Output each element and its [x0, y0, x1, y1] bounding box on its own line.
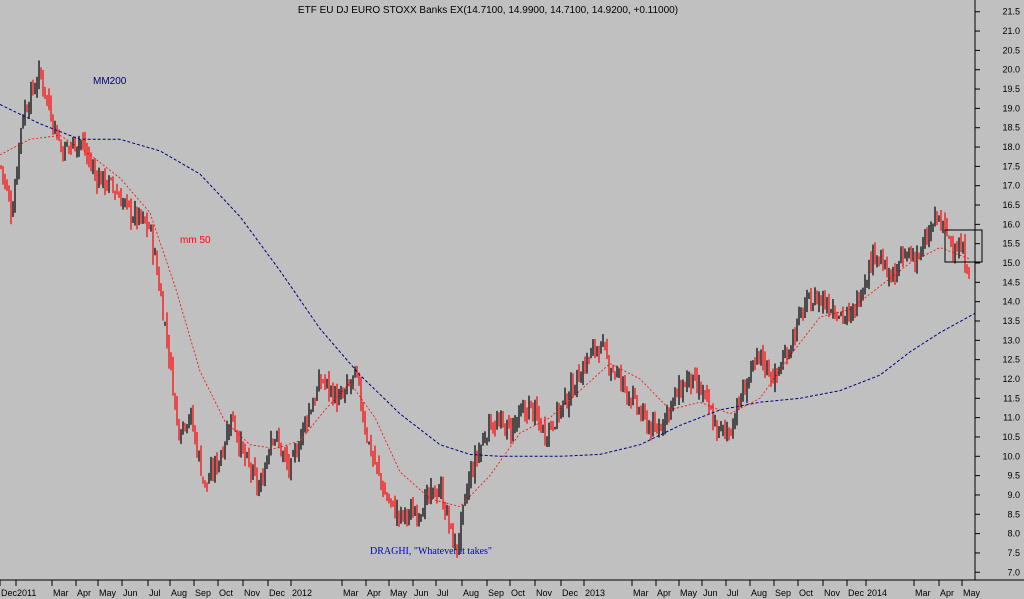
x-tick-label: Dec — [1, 588, 18, 598]
draghi-annotation: DRAGHI, "Whatever it takes" — [370, 546, 492, 557]
x-tick-label: Sep — [488, 588, 504, 598]
price-bars — [0, 60, 970, 558]
y-tick-label: 20.0 — [1002, 65, 1020, 75]
x-tick-label: Aug — [463, 588, 479, 598]
x-tick-label: Jun — [414, 588, 429, 598]
x-tick-label: 2014 — [867, 588, 887, 598]
x-tick-label: Oct — [799, 588, 814, 598]
x-tick-label: Jul — [437, 588, 449, 598]
x-tick-label: Mar — [915, 588, 931, 598]
x-tick-label: Apr — [77, 588, 91, 598]
x-tick-label: Mar — [53, 588, 69, 598]
x-tick-label: May — [99, 588, 117, 598]
x-tick-label: Jun — [123, 588, 138, 598]
x-tick-label: Aug — [751, 588, 767, 598]
x-tick-label: May — [390, 588, 408, 598]
x-tick-label: Oct — [219, 588, 234, 598]
mm50-label: mm 50 — [180, 235, 211, 246]
x-tick-label: Dec — [562, 588, 579, 598]
y-tick-label: 11.5 — [1003, 393, 1020, 403]
x-tick-label: Aug — [171, 588, 187, 598]
y-tick-label: 12.5 — [1002, 355, 1020, 365]
x-tick-label: Apr — [367, 588, 381, 598]
y-axis: 7.0 7.5 8.0 8.5 9.0 9.5 10.0 10.5 11.0 11.5 12.0 12… — [975, 7, 1020, 577]
x-tick-label: Jun — [703, 588, 718, 598]
x-tick-label: Jul — [727, 588, 739, 598]
y-tick-label: 18.5 — [1002, 123, 1020, 133]
x-tick-label: Oct — [511, 588, 526, 598]
y-tick-label: 14.5 — [1002, 277, 1020, 287]
x-tick-label: Mar — [343, 588, 359, 598]
x-tick-label: May — [963, 588, 981, 598]
y-tick-label: 9.0 — [1007, 490, 1020, 500]
y-tick-label: 11.0 — [1003, 413, 1020, 423]
x-tick-label: May — [680, 588, 698, 598]
x-tick-label: Mar — [633, 588, 649, 598]
x-tick-label: Sep — [195, 588, 211, 598]
y-tick-label: 10.0 — [1002, 451, 1020, 461]
x-tick-label: 2011 — [17, 588, 36, 598]
x-tick-label: Jul — [149, 588, 161, 598]
y-tick-label: 17.0 — [1002, 181, 1020, 191]
x-tick-label: Apr — [940, 588, 954, 598]
y-tick-label: 21.0 — [1002, 26, 1020, 36]
highlight-box — [944, 229, 983, 263]
y-tick-label: 19.0 — [1002, 103, 1020, 113]
y-tick-label: 18.0 — [1002, 142, 1020, 152]
y-tick-label: 9.5 — [1007, 471, 1020, 481]
x-tick-label: Nov — [536, 588, 553, 598]
x-tick-label: Apr — [657, 588, 671, 598]
y-tick-label: 13.5 — [1002, 316, 1020, 326]
y-tick-label: 15.0 — [1002, 258, 1020, 268]
x-tick-label: Sep — [775, 588, 791, 598]
y-tick-label: 20.5 — [1002, 45, 1020, 55]
chart-title: ETF EU DJ EURO STOXX Banks EX(14.7100, 1… — [298, 5, 678, 16]
y-tick-label: 7.0 — [1007, 567, 1020, 577]
x-tick-label: Dec — [848, 588, 865, 598]
y-tick-label: 8.5 — [1007, 509, 1020, 519]
y-tick-label: 14.0 — [1002, 297, 1020, 307]
y-tick-label: 16.5 — [1002, 200, 1020, 210]
mm200-line — [0, 104, 976, 457]
y-tick-label: 15.5 — [1002, 239, 1020, 249]
y-tick-label: 13.0 — [1002, 335, 1020, 345]
mm50-line — [0, 134, 971, 508]
y-tick-label: 19.5 — [1002, 84, 1020, 94]
x-axis: Dec 2011 Mar Apr May Jun Jul Aug Sep Oct Nov Dec 201… — [0, 580, 981, 598]
y-tick-label: 7.5 — [1007, 548, 1020, 558]
x-tick-label: Nov — [244, 588, 261, 598]
x-tick-label: Dec — [269, 588, 286, 598]
mm200-label: MM200 — [93, 76, 127, 87]
x-tick-label: Nov — [824, 588, 841, 598]
y-tick-label: 12.0 — [1002, 374, 1020, 384]
x-tick-label: 2013 — [585, 588, 605, 598]
y-tick-label: 21.5 — [1002, 7, 1020, 17]
y-tick-label: 10.5 — [1002, 432, 1020, 442]
x-tick-label: 2012 — [292, 588, 312, 598]
y-tick-label: 17.5 — [1002, 161, 1020, 171]
y-tick-label: 8.0 — [1007, 529, 1020, 539]
y-tick-label: 16.0 — [1002, 219, 1020, 229]
